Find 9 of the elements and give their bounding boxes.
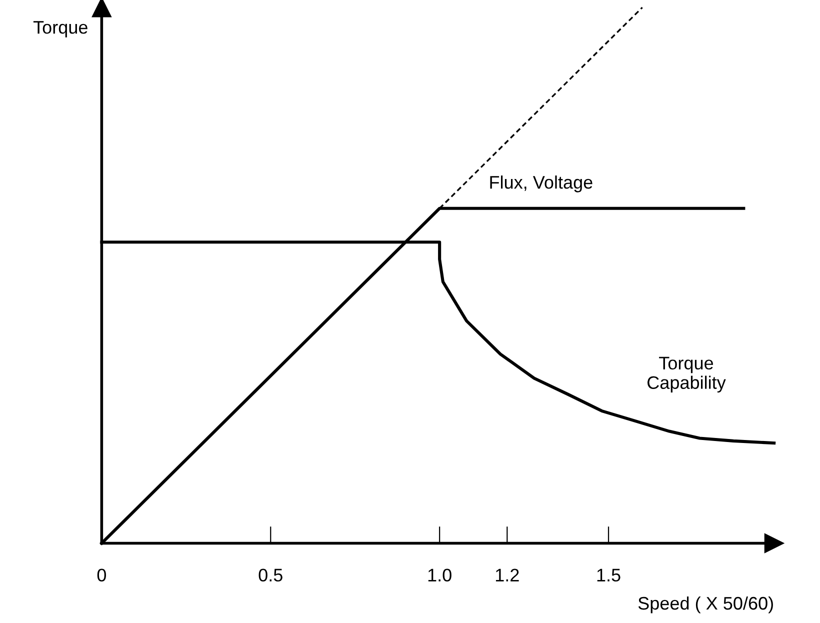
y-axis-title: Torque (33, 21, 88, 38)
x-tick-label: 1.0 (428, 568, 452, 582)
x-axis-title: Speed ( X 50/60) (638, 596, 773, 614)
x-tick-label: 0.5 (258, 568, 282, 582)
series-label: Flux, Voltage (490, 175, 592, 192)
series-label: Torque Capability (648, 356, 726, 393)
x-tick-label: 0 (97, 568, 106, 582)
x-tick-label: 1.2 (496, 568, 519, 582)
x-tick-label: 1.5 (597, 568, 620, 582)
